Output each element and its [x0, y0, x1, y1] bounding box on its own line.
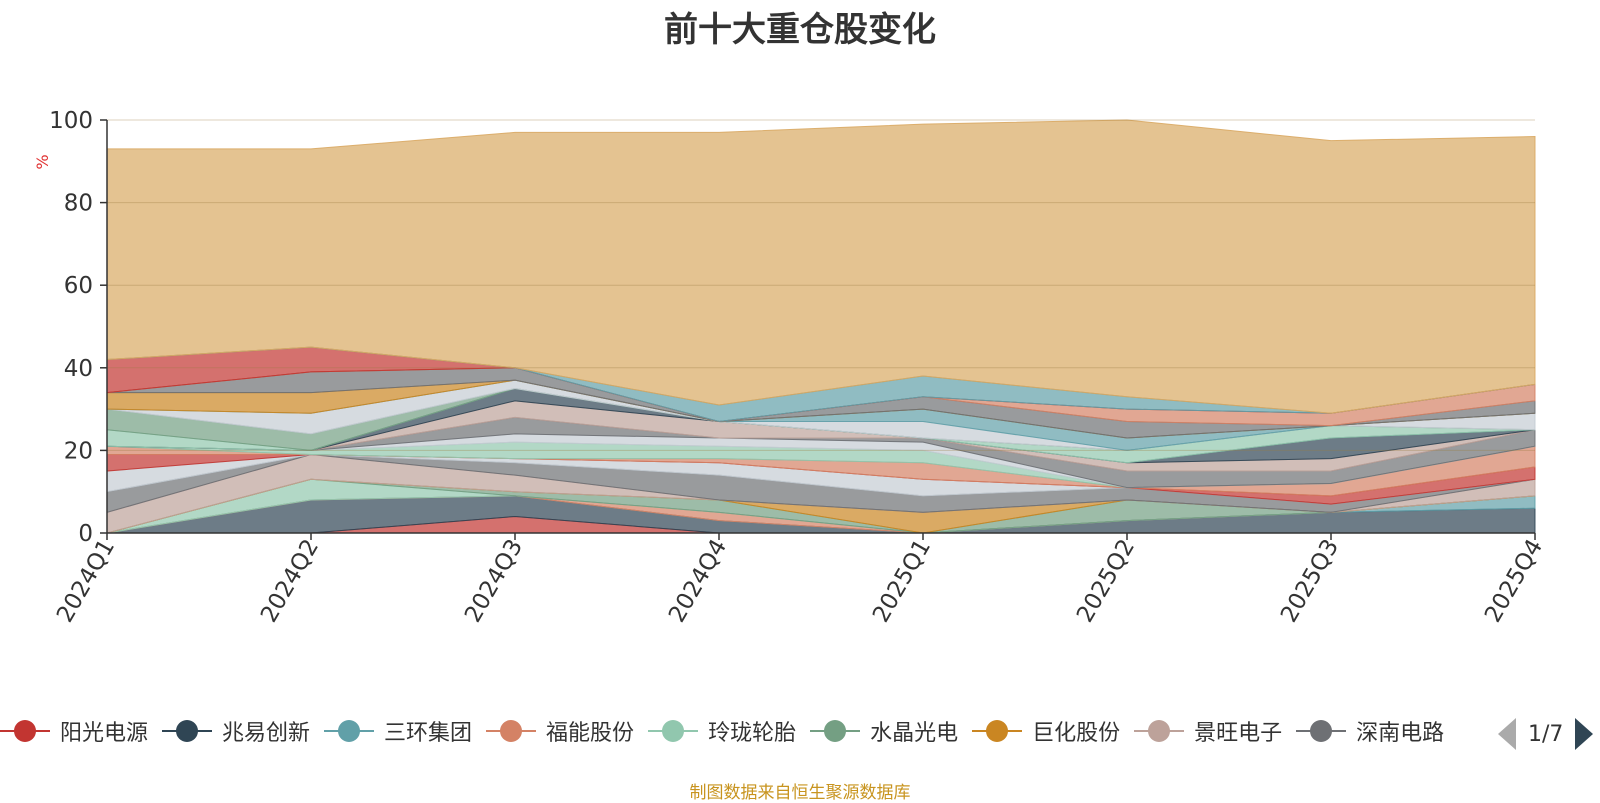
- legend-label: 景旺电子: [1194, 721, 1283, 746]
- area-series-group: [106, 119, 1536, 534]
- legend-item-4[interactable]: 福能股份: [486, 715, 634, 747]
- legend-item-7[interactable]: 巨化股份: [972, 715, 1120, 747]
- x-tick-label: 2024Q4: [664, 535, 732, 627]
- legend-item-1[interactable]: 阳光电源: [0, 715, 148, 747]
- legend-item-6[interactable]: 水晶光电: [810, 715, 958, 747]
- legend-item-8[interactable]: 景旺电子: [1134, 715, 1282, 747]
- y-axis-label: %: [33, 154, 52, 169]
- legend-marker-icon: [162, 719, 213, 743]
- y-tick-label: 60: [64, 273, 93, 299]
- legend-marker-icon: [324, 719, 375, 743]
- legend-next-page-button[interactable]: [1575, 718, 1594, 750]
- y-tick-label: 80: [64, 191, 93, 217]
- legend-label: 深南电路: [1356, 721, 1445, 746]
- legend-item-9[interactable]: 深南电路: [1296, 715, 1444, 747]
- legend-label: 福能股份: [546, 721, 635, 746]
- legend-label: 兆易创新: [222, 721, 311, 746]
- legend-item-2[interactable]: 兆易创新: [162, 715, 310, 747]
- legend-label: 巨化股份: [1032, 721, 1121, 746]
- x-tick-label: 2024Q3: [460, 535, 528, 627]
- legend-marker-icon: [486, 719, 537, 743]
- legend-marker-icon: [0, 719, 50, 743]
- legend-prev-page-button[interactable]: [1498, 718, 1516, 750]
- legend-marker-icon: [1134, 719, 1185, 743]
- legend-label: 玲珑轮胎: [708, 721, 797, 746]
- legend-page-indicator: 1/7: [1528, 721, 1564, 747]
- chart-plot: % 0 20 40 60 80 100 2024Q1 2024Q2 2024Q3 2024Q4 20…: [33, 108, 1548, 627]
- x-tick-label: 2025Q4: [1480, 535, 1548, 627]
- y-tick-label: 40: [64, 356, 93, 382]
- legend-marker-icon: [1296, 719, 1347, 743]
- legend-marker-icon: [648, 719, 699, 743]
- x-tick-label: 2025Q3: [1276, 535, 1344, 627]
- legend-marker-icon: [810, 719, 861, 743]
- x-tick-label: 2025Q1: [868, 535, 936, 627]
- x-tick-label: 2025Q2: [1072, 535, 1140, 627]
- x-tick-label: 2024Q1: [52, 535, 120, 627]
- legend-label: 水晶光电: [870, 721, 959, 746]
- legend-marker-icon: [972, 719, 1023, 743]
- chart-title: 前十大重仓股变化: [664, 10, 936, 50]
- area-series-27[interactable]: [106, 119, 1536, 414]
- y-tick-label: 100: [49, 108, 93, 134]
- y-tick-label: 0: [78, 521, 93, 547]
- source-note: 制图数据来自恒生聚源数据库: [689, 783, 911, 803]
- x-tick-label: 2024Q2: [256, 535, 324, 627]
- legend-pager: 1/7: [1498, 716, 1594, 752]
- legend-label: 阳光电源: [60, 721, 149, 746]
- legend: 阳光电源 兆易创新 三环集团 福能股份 玲珑轮胎 水晶光电 巨化股份 景旺电子 深南电路: [0, 715, 1485, 751]
- y-tick-label: 20: [64, 438, 93, 464]
- legend-label: 三环集团: [384, 721, 473, 746]
- legend-item-5[interactable]: 玲珑轮胎: [648, 715, 796, 747]
- legend-item-3[interactable]: 三环集团: [324, 715, 472, 747]
